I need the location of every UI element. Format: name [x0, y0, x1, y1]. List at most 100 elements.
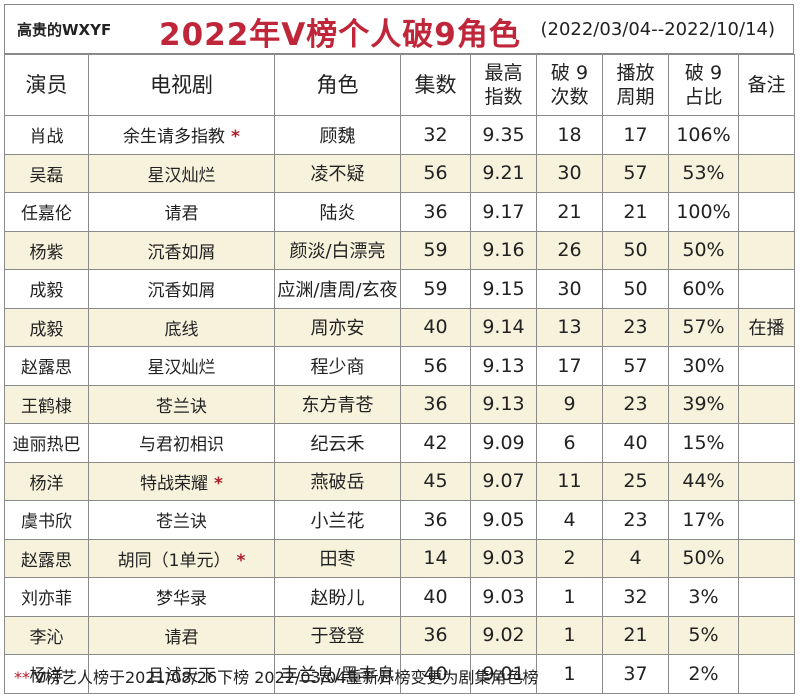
times-cell: 26 [536, 230, 603, 270]
role-cell: 陆炎 [274, 192, 401, 232]
max-index-cell: 9.14 [470, 307, 537, 347]
times-cell: 11 [536, 461, 603, 501]
weeks-cell: 57 [602, 346, 669, 386]
max-index-cell: 9.17 [470, 192, 537, 232]
role-cell: 小兰花 [274, 500, 401, 540]
note-cell [738, 423, 795, 463]
ratio-cell-text: 2% [688, 662, 719, 685]
table-row: 任嘉伦 请君 陆炎 36 9.17 21 21 100% [4, 192, 795, 232]
table-row: 迪丽热巴 与君初相识 纪云禾 42 9.09 6 40 15% [4, 423, 795, 463]
footer-text: V榜艺人榜于2021/08/26下榜 2022/03/04重新开榜变更为剧集角色… [34, 668, 539, 687]
times-cell: 1 [536, 654, 603, 694]
episodes-cell: 14 [400, 538, 471, 578]
role-cell-text: 小兰花 [310, 510, 365, 532]
actor-cell-text: 赵露思 [21, 358, 72, 379]
star-mark: * [236, 550, 246, 571]
ratio-cell-text: 5% [688, 624, 719, 647]
max-index-cell-text: 9.21 [482, 162, 525, 185]
role-cell-text: 应渊/唐周/玄夜 [277, 279, 398, 301]
weeks-cell: 21 [602, 192, 669, 232]
drama-cell-text: 且试天下 [147, 666, 216, 687]
drama-cell-text: 沉香如屑 [147, 281, 216, 302]
role-cell: 纪云禾 [274, 423, 401, 463]
ratio-cell: 50% [668, 230, 739, 270]
role-cell: 顾魏 [274, 115, 401, 155]
max-index-cell-text: 9.13 [482, 354, 525, 377]
col-header-times: 破 9 次数 [536, 54, 603, 116]
actor-cell-text: 迪丽热巴 [12, 435, 81, 456]
episodes-cell-text: 36 [423, 508, 448, 531]
star-mark: * [231, 127, 240, 148]
episodes-cell-text: 56 [423, 354, 448, 377]
role-cell: 周亦安 [274, 307, 401, 347]
episodes-cell: 40 [400, 577, 471, 617]
table-row: 刘亦菲 梦华录 赵盼儿 40 9.03 1 32 3% [4, 577, 795, 617]
role-cell: 颜淡/白漂亮 [274, 230, 401, 270]
max-index-cell: 9.13 [470, 346, 537, 386]
times-cell: 1 [536, 577, 603, 617]
note-cell [738, 577, 795, 617]
drama-cell-text: 余生请多指教 [123, 127, 226, 148]
episodes-cell: 59 [400, 269, 471, 309]
weeks-cell-text: 57 [623, 354, 648, 377]
weeks-cell: 50 [602, 230, 669, 270]
max-index-cell-text: 9.15 [482, 277, 525, 300]
times-cell-text: 30 [557, 162, 582, 185]
weeks-cell-text: 32 [623, 585, 648, 608]
episodes-cell-text: 36 [423, 393, 448, 416]
max-index-cell-text: 9.03 [482, 585, 525, 608]
drama-cell: 胡同（1单元） * [88, 538, 275, 578]
table-row: 赵露思 胡同（1单元） * 田枣 14 9.03 2 4 50% [4, 538, 795, 578]
drama-cell-text: 梦华录 [156, 589, 207, 610]
weeks-cell-text: 40 [623, 431, 648, 454]
drama-cell-text: 星汉灿烂 [147, 165, 216, 186]
weeks-cell: 32 [602, 577, 669, 617]
role-cell-text: 颜淡/白漂亮 [289, 241, 386, 263]
max-index-cell: 9.16 [470, 230, 537, 270]
role-cell-text: 周亦安 [310, 318, 365, 340]
col-header-note: 备注 [738, 54, 795, 116]
header-bar: 高贵的WXYF 2022年V榜个人破9角色 (2022/03/04--2022/… [4, 4, 794, 54]
table-row: 吴磊 星汉灿烂 凌不疑 56 9.21 30 57 53% [4, 153, 795, 193]
times-cell-text: 1 [563, 624, 576, 647]
col-header-episodes: 集数 [400, 54, 471, 116]
role-cell-text: 燕破岳 [310, 472, 365, 494]
actor-cell: 杨洋 [4, 654, 89, 694]
drama-cell: 沉香如屑 [88, 230, 275, 270]
times-cell: 2 [536, 538, 603, 578]
ratio-cell-text: 50% [682, 239, 725, 262]
actor-cell-text: 成毅 [29, 319, 64, 340]
episodes-cell-text: 45 [423, 470, 448, 493]
role-cell-text: 田枣 [319, 549, 356, 571]
episodes-cell-text: 42 [423, 431, 448, 454]
max-index-cell-text: 9.03 [482, 547, 525, 570]
max-index-cell: 9.07 [470, 461, 537, 501]
times-cell-text: 9 [563, 393, 576, 416]
drama-cell: 星汉灿烂 [88, 346, 275, 386]
times-cell-text: 17 [557, 354, 582, 377]
weeks-cell-text: 23 [623, 393, 648, 416]
ratio-cell-text: 3% [688, 585, 719, 608]
role-cell: 赵盼儿 [274, 577, 401, 617]
table-row: 肖战 余生请多指教 * 顾魏 32 9.35 18 17 106% [4, 115, 795, 155]
episodes-cell: 36 [400, 384, 471, 424]
col-header-actor: 演员 [4, 54, 89, 116]
table-row: 王鹤棣 苍兰诀 东方青苍 36 9.13 9 23 39% [4, 384, 795, 424]
times-cell: 6 [536, 423, 603, 463]
times-cell: 4 [536, 500, 603, 540]
table-row: 成毅 沉香如屑 应渊/唐周/玄夜 59 9.15 30 50 60% [4, 269, 795, 309]
drama-cell: 特战荣耀 * [88, 461, 275, 501]
table-row: 成毅 底线 周亦安 40 9.14 13 23 57% 在播 [4, 307, 795, 347]
actor-cell-text: 杨洋 [29, 473, 64, 494]
ratio-cell: 2% [668, 654, 739, 694]
role-cell: 凌不疑 [274, 153, 401, 193]
weeks-cell-text: 17 [623, 123, 648, 146]
ratio-cell: 17% [668, 500, 739, 540]
weeks-cell: 23 [602, 500, 669, 540]
ratio-cell-text: 106% [676, 123, 731, 146]
weeks-cell: 40 [602, 423, 669, 463]
weeks-cell-text: 23 [623, 316, 648, 339]
drama-cell: 星汉灿烂 [88, 153, 275, 193]
episodes-cell-text: 40 [423, 316, 448, 339]
col-header-drama: 电视剧 [88, 54, 275, 116]
